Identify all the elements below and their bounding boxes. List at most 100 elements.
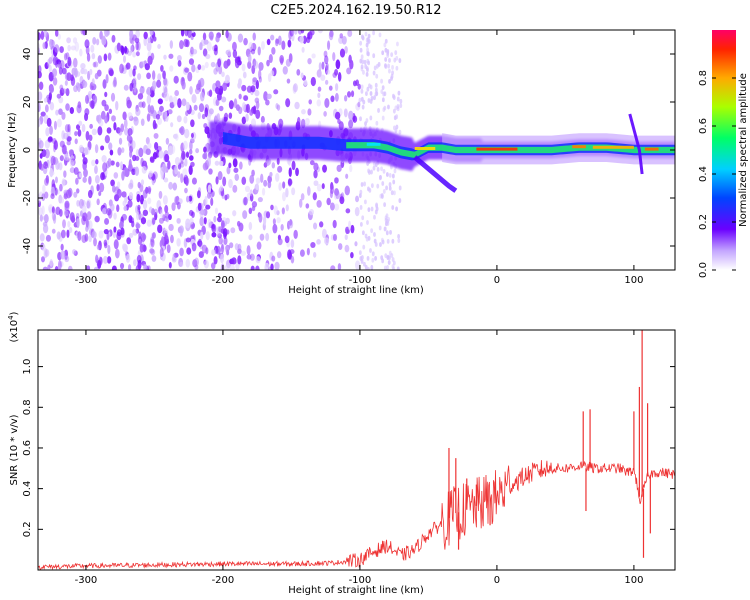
noise-cell (41, 193, 46, 202)
noise-cell (92, 36, 97, 45)
noise-cell (241, 101, 246, 112)
noise-cell (192, 259, 198, 268)
noise-cell (128, 192, 134, 200)
noise-cell (157, 117, 163, 125)
noise-cell (387, 260, 391, 265)
noise-cell (45, 127, 50, 137)
noise-cell (100, 145, 105, 151)
noise-cell (74, 138, 78, 145)
noise-cell (184, 128, 190, 139)
noise-cell (38, 102, 41, 113)
noise-cell (288, 167, 292, 178)
noise-cell (266, 38, 271, 46)
noise-cell (59, 46, 64, 53)
ridge-hot-segment (572, 145, 586, 149)
noise-cell (88, 134, 93, 142)
noise-cell (96, 198, 100, 206)
noise-cell (205, 204, 211, 210)
noise-cell (395, 124, 399, 130)
noise-cell (352, 80, 357, 87)
noise-cell (390, 76, 393, 81)
noise-cell (375, 73, 379, 79)
noise-cell (394, 105, 398, 111)
noise-cell (266, 158, 272, 165)
noise-cell (385, 185, 388, 191)
noise-cell (163, 77, 168, 87)
noise-cell (111, 115, 116, 122)
noise-cell (47, 136, 53, 142)
noise-cell (335, 59, 341, 70)
noise-cell (218, 226, 223, 233)
noise-cell (77, 101, 82, 109)
noise-cell (275, 172, 280, 182)
noise-cell (151, 232, 156, 239)
noise-cell (51, 206, 55, 214)
noise-cell (248, 41, 254, 51)
noise-cell (239, 161, 243, 170)
noise-cell (354, 206, 360, 217)
noise-cell (99, 256, 103, 266)
noise-cell (118, 127, 123, 136)
noise-cell (243, 196, 248, 206)
noise-cell (257, 46, 261, 56)
noise-cell (154, 123, 158, 129)
noise-cell (202, 162, 209, 171)
noise-cell (54, 44, 60, 53)
noise-cell (100, 172, 105, 181)
noise-cell (276, 104, 281, 111)
noise-cell (299, 249, 305, 257)
noise-cell (388, 79, 391, 84)
noise-cell (212, 97, 219, 107)
noise-cell (121, 45, 125, 56)
noise-cell (250, 265, 255, 270)
noise-cell (378, 225, 382, 231)
noise-cell (357, 101, 361, 108)
noise-cell (224, 264, 231, 270)
noise-cell (86, 199, 92, 209)
noise-cell (364, 264, 368, 270)
noise-cell (385, 172, 389, 177)
noise-cell (188, 165, 193, 176)
noise-cell (237, 255, 242, 265)
noise-cell (38, 42, 41, 52)
noise-cell (247, 53, 252, 63)
noise-cell (91, 159, 96, 167)
noise-cell (146, 72, 151, 80)
noise-cell (179, 126, 185, 136)
noise-cell (149, 248, 155, 254)
noise-cell (344, 94, 348, 102)
noise-cell (158, 190, 163, 199)
noise-cell (66, 72, 72, 82)
noise-cell (136, 254, 142, 264)
noise-cell (49, 168, 54, 178)
noise-cell (246, 103, 250, 114)
noise-cell (382, 168, 386, 174)
noise-cell (76, 218, 80, 228)
noise-cell (159, 209, 164, 218)
noise-cell (120, 227, 125, 236)
noise-cell (249, 109, 254, 116)
noise-cell (87, 90, 93, 100)
noise-cell (249, 174, 255, 184)
noise-cell (87, 70, 91, 81)
noise-cell (148, 170, 154, 178)
noise-cell (47, 96, 52, 105)
noise-cell (246, 254, 252, 260)
noise-cell (296, 69, 301, 76)
noise-cell (68, 227, 73, 234)
noise-cell (313, 180, 319, 187)
x-tick-label: -100 (349, 275, 372, 286)
noise-cell (291, 187, 296, 196)
noise-cell (285, 98, 291, 108)
noise-cell (103, 255, 108, 264)
noise-cell (289, 218, 293, 226)
noise-cell (59, 140, 65, 148)
noise-cell (310, 242, 316, 248)
noise-cell (220, 244, 224, 254)
noise-cell (312, 222, 318, 230)
noise-cell (127, 127, 133, 136)
noise-cell (196, 190, 201, 199)
noise-cell (51, 68, 58, 78)
noise-cell (97, 126, 103, 136)
noise-cell (371, 257, 375, 263)
